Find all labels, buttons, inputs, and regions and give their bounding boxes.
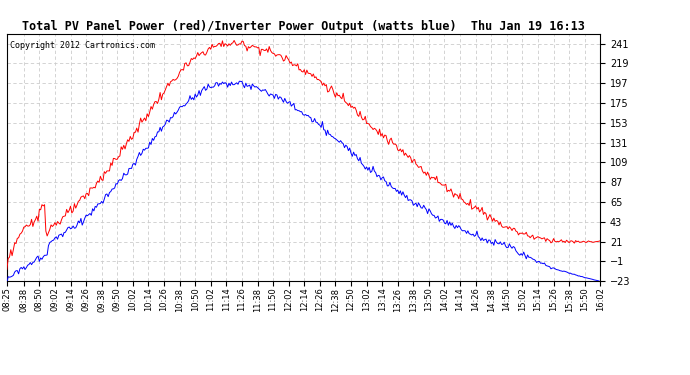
Title: Total PV Panel Power (red)/Inverter Power Output (watts blue)  Thu Jan 19 16:13: Total PV Panel Power (red)/Inverter Powe… [22,20,585,33]
Text: Copyright 2012 Cartronics.com: Copyright 2012 Cartronics.com [10,41,155,50]
